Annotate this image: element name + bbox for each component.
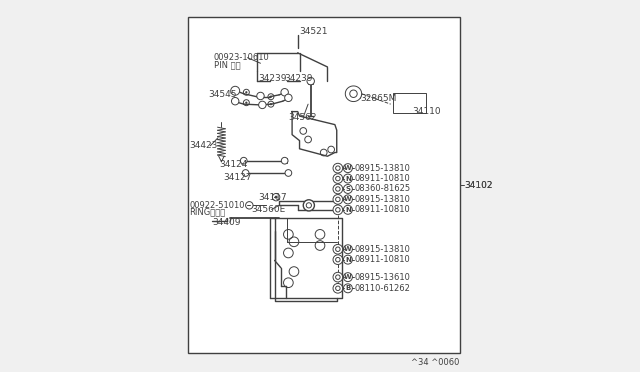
Circle shape — [243, 170, 249, 176]
Circle shape — [282, 157, 288, 164]
Text: 34239: 34239 — [285, 74, 313, 83]
Text: 34409: 34409 — [212, 218, 241, 227]
Text: W: W — [344, 246, 352, 252]
Bar — [392, 93, 426, 113]
Circle shape — [333, 244, 342, 254]
Text: 32865M: 32865M — [360, 94, 397, 103]
Text: 08915-13810: 08915-13810 — [355, 245, 411, 254]
Circle shape — [333, 195, 342, 204]
Text: RINGリング: RINGリング — [189, 208, 225, 217]
Text: S: S — [346, 186, 351, 192]
Text: 00922-51010: 00922-51010 — [189, 201, 244, 210]
Text: ^34 ^0060: ^34 ^0060 — [411, 358, 460, 367]
Text: 08110-61262: 08110-61262 — [355, 284, 411, 293]
Text: 08911-10810: 08911-10810 — [355, 174, 411, 183]
Circle shape — [259, 101, 266, 109]
Text: 08915-13810: 08915-13810 — [355, 164, 411, 173]
Text: N: N — [345, 207, 351, 213]
Circle shape — [270, 103, 272, 105]
Text: 34102: 34102 — [465, 181, 493, 190]
Circle shape — [231, 86, 239, 95]
Text: 08911-10810: 08911-10810 — [355, 255, 411, 264]
Text: 34117: 34117 — [258, 193, 287, 202]
Text: B: B — [345, 285, 351, 291]
Text: W: W — [344, 165, 352, 171]
Circle shape — [333, 255, 342, 264]
Circle shape — [270, 96, 272, 98]
Text: 34127: 34127 — [223, 173, 252, 182]
Circle shape — [241, 157, 247, 164]
Text: 34545: 34545 — [209, 90, 237, 99]
Circle shape — [333, 184, 342, 194]
Circle shape — [285, 94, 292, 102]
Text: 34521: 34521 — [300, 27, 328, 36]
Text: 34423: 34423 — [189, 141, 218, 150]
Text: W: W — [344, 196, 352, 202]
Text: 08915-13810: 08915-13810 — [355, 195, 411, 204]
Text: 34110: 34110 — [412, 107, 441, 116]
Circle shape — [257, 92, 264, 100]
Circle shape — [333, 272, 342, 282]
Text: 08360-81625: 08360-81625 — [355, 185, 411, 193]
Text: N: N — [345, 176, 351, 182]
Circle shape — [285, 170, 292, 176]
Circle shape — [232, 97, 239, 105]
Text: 34560E: 34560E — [251, 205, 285, 214]
Polygon shape — [346, 86, 362, 102]
Text: N: N — [345, 257, 351, 263]
Circle shape — [333, 283, 342, 293]
Text: 08915-13610: 08915-13610 — [355, 273, 411, 282]
Circle shape — [333, 174, 342, 183]
Circle shape — [245, 91, 248, 93]
Bar — [188, 17, 460, 353]
Circle shape — [275, 196, 278, 199]
Circle shape — [281, 89, 289, 96]
Circle shape — [333, 205, 342, 215]
Circle shape — [307, 77, 314, 85]
Text: PIN ピン: PIN ピン — [214, 61, 241, 70]
Bar — [188, 17, 460, 353]
Circle shape — [333, 163, 342, 173]
Text: 08911-10810: 08911-10810 — [355, 205, 411, 214]
Text: 34562: 34562 — [289, 113, 317, 122]
Text: 34124: 34124 — [219, 160, 247, 169]
Circle shape — [245, 102, 248, 104]
Circle shape — [303, 200, 314, 211]
Text: 00923-10610: 00923-10610 — [214, 53, 269, 62]
Text: W: W — [344, 274, 352, 280]
Text: 34102: 34102 — [465, 181, 493, 190]
Text: 34239: 34239 — [259, 74, 287, 83]
